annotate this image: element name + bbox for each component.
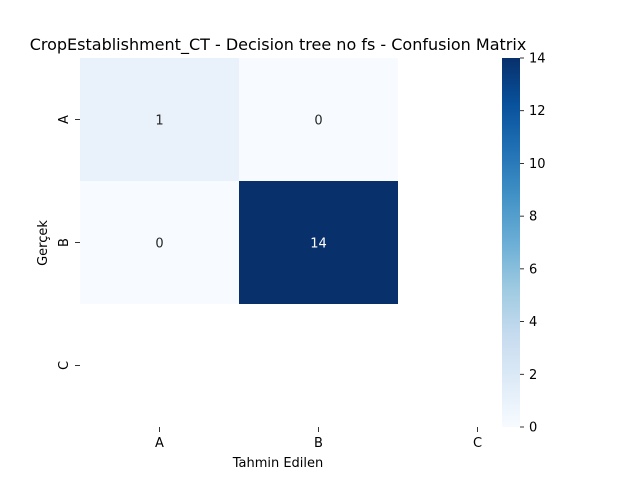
cell-value-B-A: 0 <box>155 237 163 252</box>
colorbar-tick-label-12: 12 <box>529 104 546 119</box>
y-axis-label: Gerçek <box>36 220 51 266</box>
x-axis-ticks: A B C <box>155 427 482 451</box>
colorbar: 0 2 4 6 8 10 12 14 <box>502 52 546 436</box>
x-tick-label-C: C <box>473 436 482 451</box>
chart-title: CropEstablishment_CT - Decision tree no … <box>30 35 527 55</box>
cell-value-A-B: 0 <box>314 114 322 129</box>
heatmap-cell-labels: 1 0 0 14 <box>155 114 326 252</box>
y-tick-label-A: A <box>57 115 72 124</box>
heatmap-cell-B-A <box>80 181 239 304</box>
y-axis-ticks: A B C <box>57 115 80 370</box>
colorbar-ticks: 0 2 4 6 8 10 12 14 <box>520 52 546 436</box>
heatmap-cells <box>80 58 398 304</box>
colorbar-gradient <box>502 58 520 427</box>
y-tick-label-B: B <box>57 238 72 247</box>
colorbar-tick-label-8: 8 <box>529 210 537 225</box>
y-tick-label-C: C <box>57 361 72 370</box>
heatmap-cell-A-B <box>239 58 398 181</box>
colorbar-tick-label-6: 6 <box>529 262 537 277</box>
colorbar-tick-label-10: 10 <box>529 157 546 172</box>
x-axis-label: Tahmin Edilen <box>232 456 324 471</box>
colorbar-tick-label-14: 14 <box>529 52 546 67</box>
colorbar-tick-label-0: 0 <box>529 421 537 436</box>
heatmap-cell-A-A <box>80 58 239 181</box>
cell-value-A-A: 1 <box>155 114 163 129</box>
colorbar-tick-label-4: 4 <box>529 315 537 330</box>
cell-value-B-B: 14 <box>310 237 327 252</box>
x-tick-label-A: A <box>155 436 164 451</box>
heatmap-cell-B-B <box>239 181 398 304</box>
colorbar-tick-label-2: 2 <box>529 368 537 383</box>
x-tick-label-B: B <box>314 436 323 451</box>
